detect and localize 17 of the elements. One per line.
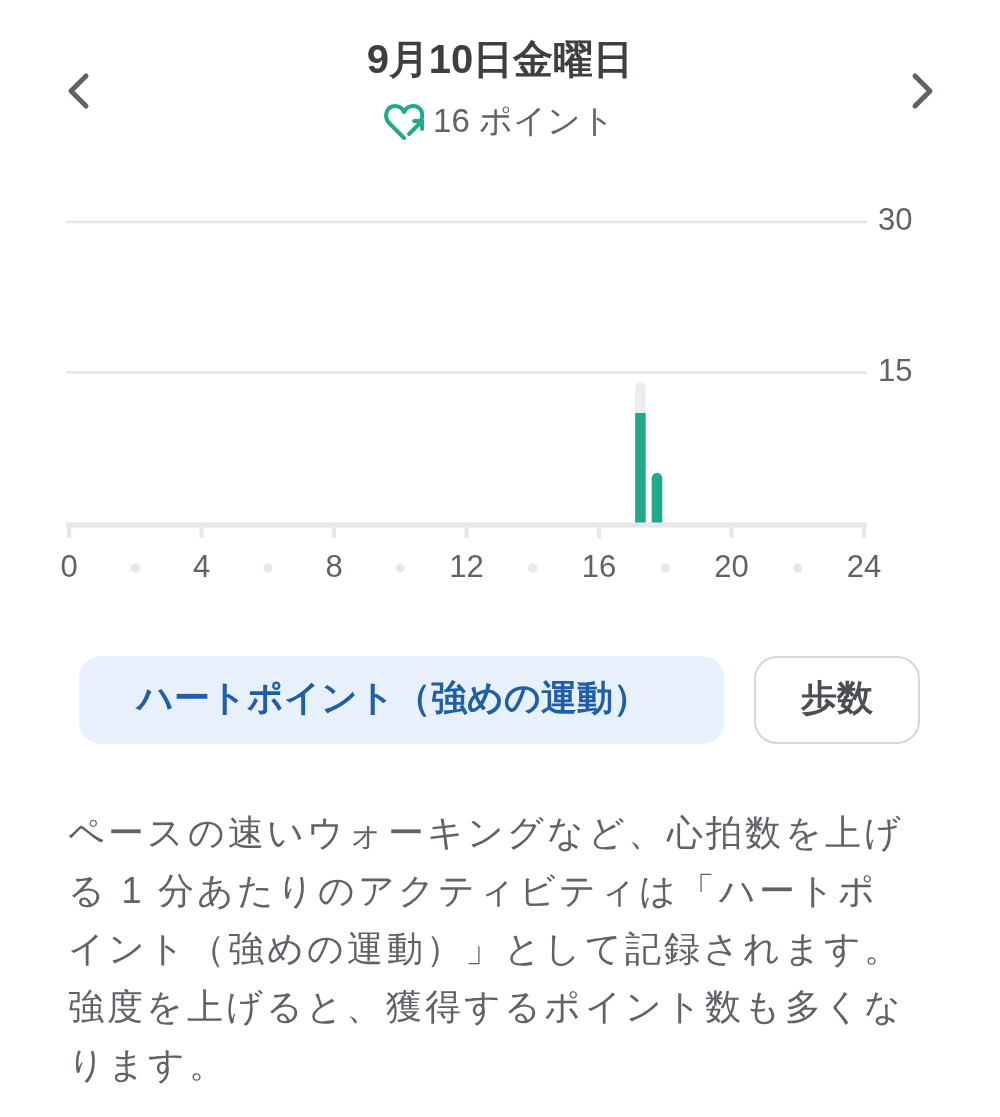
x-tick-label: 8 <box>325 549 343 585</box>
text: ペースの速いウォーキングなど、心拍数を上げる 1 分あたりのアクティビティは「ハートポイント（強めの運動）」として記録されます。強度を上げると、獲得するポイント数も多くなります。 <box>68 811 905 1085</box>
y-tick-label: 15 <box>878 352 913 388</box>
x-tick-label: 12 <box>449 549 484 585</box>
x-tick-label: 4 <box>192 549 211 585</box>
y-tick-label: 30 <box>878 202 913 238</box>
x-tick-label: 20 <box>714 549 749 585</box>
bar <box>635 382 646 413</box>
bar <box>635 412 646 523</box>
x-tick-label: 16 <box>581 549 617 585</box>
chart-title: 9月10日金曜日 <box>366 36 634 81</box>
bar <box>651 472 663 523</box>
chart-subtitle: 16 ポイント <box>433 101 615 139</box>
selected-button: ハートポイント（強めの運動） <box>79 656 724 744</box>
button: 歩数 <box>754 656 920 744</box>
x-tick-label: 24 <box>846 549 882 585</box>
x-tick-label: 0 <box>60 549 78 585</box>
